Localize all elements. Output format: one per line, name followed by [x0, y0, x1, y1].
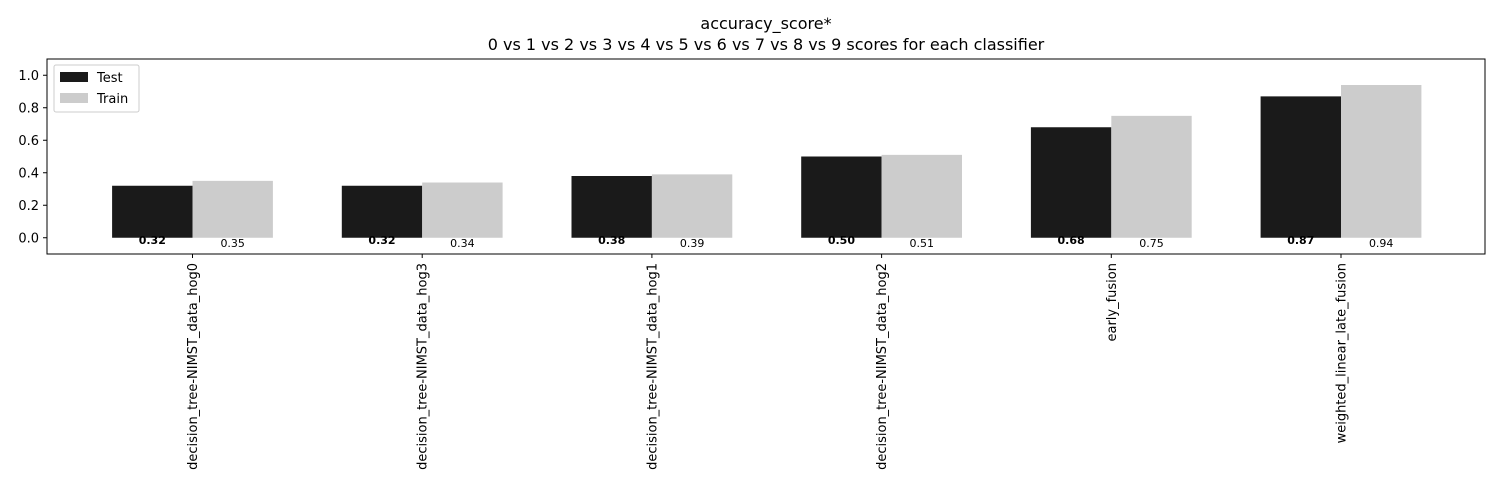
data-label-train-3: 0.51: [910, 237, 935, 250]
data-label-test-1: 0.32: [368, 234, 395, 247]
data-label-test-3: 0.50: [828, 234, 855, 247]
bar-test-2: [571, 176, 652, 238]
bar-train-5: [1341, 85, 1422, 238]
y-tick-label: 0.6: [18, 134, 39, 149]
plot-frame: [46, 58, 1486, 255]
y-tick-label: 1.0: [18, 69, 39, 84]
x-tick-label: early_fusion: [1105, 263, 1120, 342]
x-tick-label: decision_tree-NIMST_data_hog1: [645, 263, 660, 470]
axes-layer: 0.0 0.2 0.4 0.6 0.8 1.0 decision_tree-NIMST_da…: [18, 58, 1486, 470]
bar-test-1: [341, 185, 423, 238]
data-label-train-0: 0.35: [220, 237, 245, 250]
x-tick-label: decision_tree-NIMST_data_hog3: [416, 263, 431, 470]
data-label-train-4: 0.75: [1139, 237, 1164, 250]
data-label-test-0: 0.32: [139, 234, 166, 247]
bar-test-3: [801, 156, 882, 238]
bar-test-5: [1260, 96, 1341, 238]
legend-swatch-train: [60, 93, 88, 103]
data-label-train-2: 0.39: [680, 237, 705, 250]
data-label-train-5: 0.94: [1369, 237, 1394, 250]
x-tick-label: weighted_linear_late_fusion: [1335, 263, 1350, 443]
x-tick-label: decision_tree-NIMST_data_hog0: [186, 263, 201, 470]
legend-swatch-test: [60, 72, 88, 82]
x-tick-label: decision_tree-NIMST_data_hog2: [875, 263, 890, 470]
bar-train-2: [651, 174, 733, 238]
chart-subtitle: 0 vs 1 vs 2 vs 3 vs 4 vs 5 vs 6 vs 7 vs …: [488, 35, 1045, 54]
data-label-test-2: 0.38: [598, 234, 625, 247]
bars-layer: [112, 85, 1422, 238]
legend-label-train: Train: [96, 92, 128, 107]
y-tick-label: 0.2: [18, 199, 39, 214]
data-labels-layer: 0.32 0.32 0.38 0.50 0.68 0.87 0.35 0.34 0.39 0.51…: [139, 234, 1394, 250]
bar-train-4: [1111, 115, 1192, 238]
data-label-train-1: 0.34: [450, 237, 475, 250]
chart-title: accuracy_score*: [700, 14, 831, 34]
data-label-test-4: 0.68: [1058, 234, 1085, 247]
data-label-test-5: 0.87: [1287, 234, 1314, 247]
bar-test-0: [112, 185, 193, 238]
y-tick-label: 0.8: [18, 101, 39, 116]
y-tick-label: 0.4: [18, 166, 39, 181]
legend-label-test: Test: [96, 71, 123, 86]
bar-train-1: [422, 182, 503, 238]
bar-train-0: [192, 180, 273, 238]
bar-test-4: [1030, 127, 1112, 238]
legend: Test Train: [53, 64, 140, 113]
bar-train-3: [881, 154, 962, 238]
y-tick-label: 0.0: [18, 231, 39, 246]
